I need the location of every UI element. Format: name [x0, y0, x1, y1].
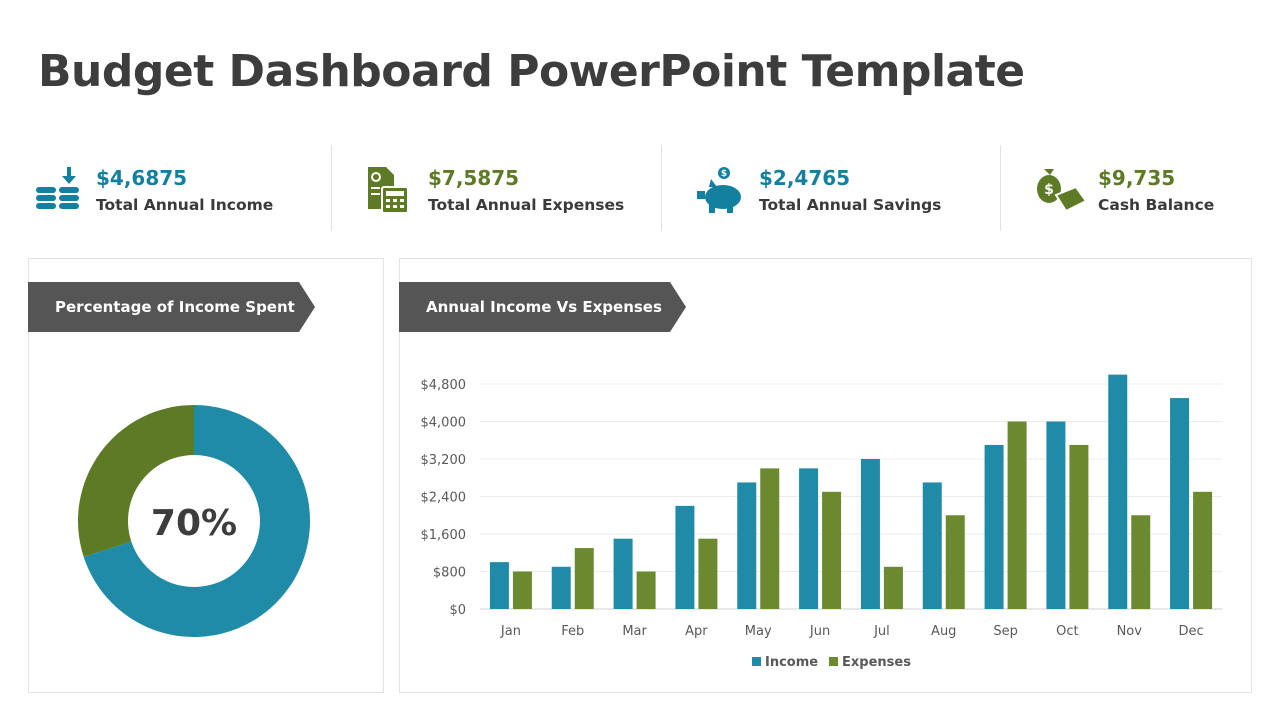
bar-income-sep [984, 444, 1004, 609]
x-tick-label: Jul [873, 624, 890, 639]
donut-center-label: 70% [151, 503, 237, 544]
kpi-cash-balance: $ $9,735 Cash Balance [1036, 150, 1214, 230]
y-tick-label: $3,200 [421, 453, 467, 468]
x-tick-label: Oct [1056, 624, 1078, 639]
donut-slice [83, 405, 310, 637]
y-tick-label: $1,600 [421, 528, 467, 543]
page-title: Budget Dashboard PowerPoint Template [38, 46, 1025, 97]
kpi-label: Total Annual Savings [759, 196, 942, 214]
donut-chart [78, 405, 310, 637]
svg-text:$: $ [1044, 182, 1054, 198]
bar-expenses-apr [698, 538, 718, 609]
y-tick-label: $4,000 [421, 416, 467, 431]
bar-chart-panel-title: Annual Income Vs Expenses [399, 282, 686, 332]
donut-panel-title: Percentage of Income Spent [28, 282, 315, 332]
bar-income-jul [860, 459, 880, 609]
kpi-value: $9,735 [1098, 166, 1176, 190]
legend-swatch [752, 657, 761, 666]
legend-label: Income [765, 655, 818, 670]
document-calculator-icon [368, 167, 409, 214]
kpi-value: $7,5875 [428, 166, 520, 190]
kpi-label: Total Annual Expenses [428, 196, 625, 214]
bar-expenses-jul [883, 566, 903, 609]
piggy-bank-icon: $ [697, 167, 741, 213]
divider [331, 145, 332, 231]
x-tick-label: May [745, 624, 772, 639]
legend-label: Expenses [842, 655, 911, 670]
bar-expenses-aug [945, 515, 965, 609]
bar-income-jun [799, 468, 819, 609]
kpi-label: Total Annual Income [96, 196, 274, 214]
bar-income-dec [1170, 398, 1190, 609]
bar-expenses-oct [1069, 444, 1089, 609]
bar-income-mar [613, 538, 633, 609]
y-tick-label: $4,800 [421, 378, 467, 393]
x-tick-label: Aug [931, 624, 956, 639]
bar-expenses-may [760, 468, 780, 609]
bar-chart: $0 $800 $1,600 $2,400 $3,200 $4,000 $4,800 Jan F… [421, 374, 1222, 670]
y-tick-label: $800 [433, 566, 466, 581]
kpi-value: $2,4765 [759, 166, 851, 190]
kpi-label: Cash Balance [1098, 196, 1215, 214]
money-bag-cash-icon: $ [1037, 169, 1086, 213]
x-tick-label: Jun [809, 624, 830, 639]
y-tick-label: $0 [449, 603, 466, 618]
bar-expenses-nov [1131, 515, 1151, 609]
kpi-total-expenses: $7,5875 Total Annual Expenses [366, 150, 624, 230]
bar-expenses-jan [512, 571, 532, 609]
bar-income-feb [551, 566, 571, 609]
bar-expenses-sep [1007, 421, 1027, 609]
x-tick-label: Feb [561, 624, 584, 639]
y-tick-label: $2,400 [421, 491, 467, 506]
bar-income-nov [1108, 374, 1128, 609]
divider [1000, 145, 1001, 231]
bar-income-may [737, 482, 757, 609]
coins-download-icon [36, 167, 79, 209]
x-tick-label: Mar [622, 624, 647, 639]
x-tick-label: Sep [993, 624, 1018, 639]
x-tick-label: Nov [1117, 624, 1143, 639]
legend-swatch [829, 657, 838, 666]
bar-expenses-dec [1193, 491, 1213, 609]
bar-income-aug [922, 482, 942, 609]
kpi-total-income: $4,6875 Total Annual Income [34, 150, 273, 230]
bar-income-oct [1046, 421, 1066, 609]
kpi-value: $4,6875 [96, 166, 188, 190]
x-tick-label: Jan [500, 624, 521, 639]
bar-income-jan [489, 562, 509, 609]
donut-slice [78, 405, 194, 557]
bar-income-apr [675, 505, 695, 609]
bar-expenses-feb [574, 548, 594, 609]
x-tick-label: Dec [1179, 624, 1204, 639]
svg-text:$: $ [721, 169, 727, 179]
kpi-total-savings: $ $2,4765 Total Annual Savings [697, 150, 941, 230]
bar-expenses-mar [636, 571, 656, 609]
bar-expenses-jun [822, 491, 842, 609]
divider [661, 145, 662, 231]
x-tick-label: Apr [685, 624, 708, 639]
